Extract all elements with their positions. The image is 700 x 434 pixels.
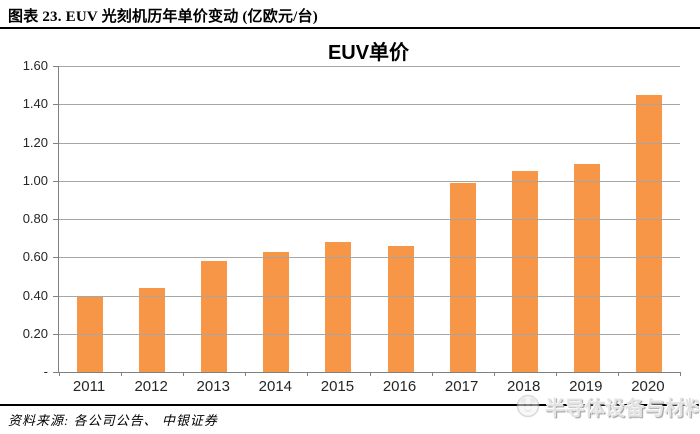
- y-axis-tick-label: 0.40: [22, 287, 48, 303]
- gridline: [59, 142, 680, 144]
- y-axis-tick: [53, 295, 58, 297]
- bar-slot: [121, 66, 183, 372]
- x-axis-tick-label: 2013: [196, 378, 230, 395]
- watermark: 半导体设备与材料: [516, 392, 700, 420]
- plot-area: [53, 66, 681, 376]
- bar-2012: [139, 287, 166, 372]
- x-axis-tick-label: 2015: [320, 378, 355, 395]
- bar-2015: [325, 241, 352, 372]
- bar-slot: [183, 66, 245, 372]
- bar-2017: [449, 182, 476, 372]
- gridline: [59, 295, 680, 297]
- gridline: [59, 333, 680, 335]
- x-axis-tick: [245, 372, 247, 376]
- x-axis-tick: [183, 372, 185, 376]
- y-axis-tick: [53, 142, 58, 144]
- y-axis-tick-label: 1.00: [22, 172, 48, 188]
- x-axis-tick-label: 2019: [569, 378, 603, 395]
- bar-2020: [635, 94, 662, 372]
- x-axis-labels: 2011 2012 2013 2014 2015 2016 2017 2018 2019 2020: [58, 378, 679, 395]
- bar-slot: [245, 66, 307, 372]
- x-axis-tick: [493, 372, 495, 376]
- x-axis-tick-label: 2020: [631, 378, 665, 395]
- gridline: [59, 219, 680, 220]
- y-axis-tick-label: 0.20: [22, 325, 48, 341]
- bar-2018: [511, 171, 538, 372]
- figure-caption: 图表 23. EUV 光刻机历年单价变动 (亿欧元/台): [8, 9, 318, 25]
- bar-slot: [556, 66, 618, 372]
- y-axis-labels: 1.60 1.40 1.20 1.00 0.80 0.60 0.40 0.20 -: [0, 59, 50, 379]
- y-axis-tick-label: 0.60: [22, 249, 48, 265]
- x-axis-tick-label: 2014: [258, 378, 293, 395]
- x-axis-tick-label: 2017: [444, 378, 479, 395]
- bar-slot: [494, 66, 556, 372]
- y-axis-tick: [53, 219, 58, 220]
- y-axis-tick-label: -: [43, 364, 48, 379]
- y-axis-tick: [53, 333, 58, 335]
- chart-title: EUV单价: [327, 42, 410, 64]
- x-axis-tick-label: 2012: [134, 378, 168, 395]
- bar-slot: [369, 66, 431, 372]
- x-axis-tick: [307, 372, 309, 376]
- y-axis-tick-label: 1.60: [22, 58, 48, 73]
- x-axis-tick: [431, 372, 433, 376]
- y-axis-tick: [53, 257, 58, 259]
- x-axis-tick: [121, 372, 123, 376]
- bar-2013: [201, 261, 228, 372]
- footer-divider: [0, 404, 700, 406]
- gridline: [59, 180, 680, 182]
- y-axis-tick: [53, 66, 58, 67]
- gridline: [59, 66, 680, 67]
- y-axis-tick: [53, 180, 58, 182]
- gridline: [59, 257, 680, 259]
- x-axis-tick: [617, 372, 619, 376]
- watermark-logo-icon: [516, 394, 540, 418]
- x-axis-tick-label: 2016: [382, 378, 417, 395]
- y-axis-tick: [53, 372, 58, 373]
- watermark-text: 半导体设备与材料: [545, 397, 700, 420]
- caption-divider: [0, 27, 700, 29]
- bar-slot: [618, 66, 680, 372]
- y-axis-tick: [53, 104, 58, 106]
- x-axis-tick: [369, 372, 371, 376]
- bar-2014: [263, 251, 290, 372]
- bar-2019: [573, 163, 600, 372]
- x-axis-tick: [680, 372, 681, 376]
- bar-series: [59, 66, 680, 372]
- source-note: 资料来源: 各公司公告、 中银证券: [8, 413, 218, 428]
- y-axis-tick-label: 1.40: [22, 96, 48, 112]
- x-axis-tick-label: 2011: [72, 378, 106, 395]
- bar-slot: [432, 66, 494, 372]
- x-axis-tick-label: 2018: [507, 378, 541, 395]
- x-axis-tick: [555, 372, 557, 376]
- y-axis-tick-label: 0.80: [22, 211, 48, 226]
- bar-2016: [387, 245, 414, 372]
- y-axis-tick-label: 1.20: [22, 134, 48, 150]
- x-axis-tick: [59, 372, 60, 376]
- bar-slot: [307, 66, 369, 372]
- gridline: [59, 104, 680, 106]
